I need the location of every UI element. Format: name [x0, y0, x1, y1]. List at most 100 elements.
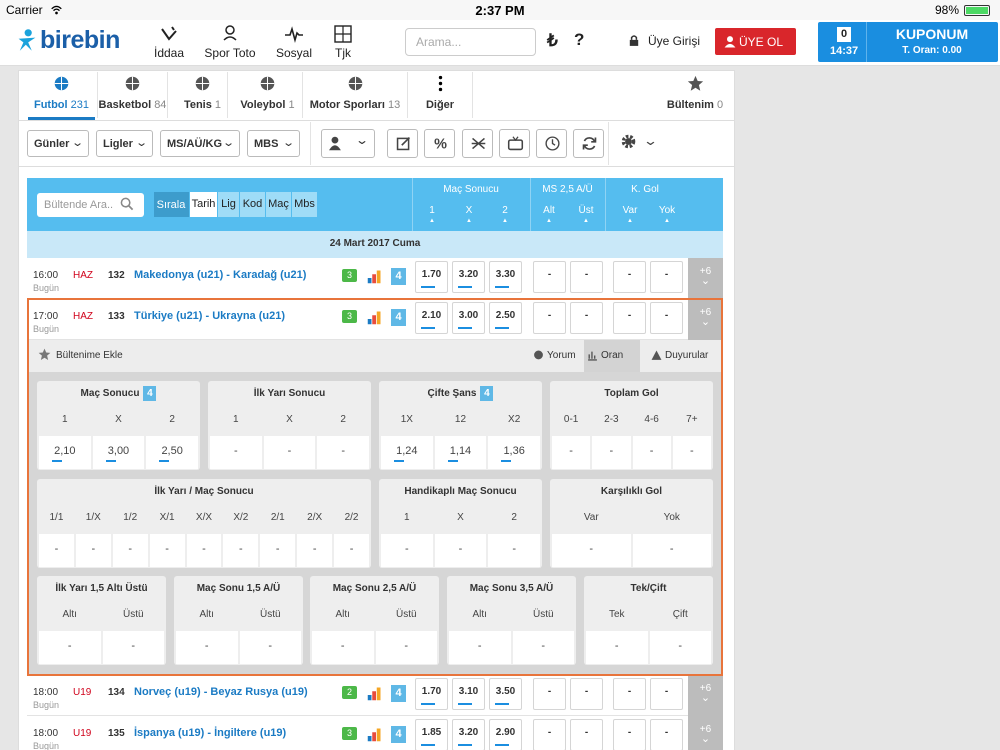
sport-icon[interactable]: [53, 75, 70, 92]
odd-button[interactable]: -: [650, 678, 683, 710]
bulletin-search[interactable]: Bültende Ara..: [37, 193, 144, 217]
market-odd[interactable]: -: [176, 631, 238, 664]
sport-tab[interactable]: Futbol 231: [7, 99, 117, 111]
sort-option[interactable]: Kod: [240, 192, 266, 217]
group-column[interactable]: 2: [502, 205, 508, 216]
match-name[interactable]: Türkiye (u21) - Ukrayna (u21): [134, 310, 285, 322]
filter-select[interactable]: MBS ⌄: [247, 130, 300, 157]
match-name[interactable]: Makedonya (u21) - Karadağ (u21): [134, 269, 307, 281]
market-odd[interactable]: 1,24: [381, 436, 433, 469]
odd-button[interactable]: 2.10: [415, 302, 448, 334]
group-column[interactable]: Var: [622, 205, 638, 216]
more-button[interactable]: +6 ⌄: [688, 258, 723, 299]
more-button[interactable]: +6 ⌄: [688, 716, 723, 750]
odd-button[interactable]: 3.20: [452, 261, 485, 293]
more-button[interactable]: +6 ⌄: [688, 675, 723, 716]
market-odd[interactable]: -: [381, 534, 433, 567]
odd-button[interactable]: 3.50: [489, 678, 522, 710]
filter-select[interactable]: Ligler ⌄: [96, 130, 153, 157]
nav-icon[interactable]: [284, 24, 304, 44]
market-odd[interactable]: -: [39, 631, 101, 664]
sport-icon[interactable]: [194, 75, 211, 92]
market-odd[interactable]: -: [239, 631, 301, 664]
market-odd[interactable]: -: [297, 534, 333, 567]
market-odd[interactable]: -: [75, 534, 111, 567]
market-odd[interactable]: -: [552, 534, 631, 567]
odd-button[interactable]: -: [613, 678, 646, 710]
sport-icon[interactable]: [687, 75, 704, 92]
toolbar-button[interactable]: %: [424, 129, 455, 158]
toolbar-button[interactable]: [499, 129, 530, 158]
currency[interactable]: ₺: [547, 31, 558, 50]
coupon[interactable]: 0 14:37 KUPONUM T. Oran: 0.00: [818, 22, 998, 62]
market-odd[interactable]: 1,36: [488, 436, 540, 469]
sport-tab[interactable]: Voleybol 1: [213, 99, 323, 111]
market-odd[interactable]: -: [223, 534, 259, 567]
nav-icon[interactable]: [333, 24, 353, 44]
odd-button[interactable]: -: [613, 719, 646, 750]
odd-button[interactable]: 1.70: [415, 261, 448, 293]
odd-button[interactable]: 2.50: [489, 302, 522, 334]
add-favorite[interactable]: Bültenime Ekle: [56, 350, 123, 361]
odd-button[interactable]: -: [570, 719, 603, 750]
filter-select[interactable]: MS/AÜ/KG ⌄: [160, 130, 240, 157]
filter-select[interactable]: Günler ⌄: [27, 130, 89, 157]
market-odd[interactable]: -: [149, 534, 185, 567]
market-odd[interactable]: -: [39, 534, 74, 567]
toolbar-button[interactable]: [387, 129, 418, 158]
market-odd[interactable]: -: [649, 631, 711, 664]
nav-item[interactable]: Tjk: [335, 46, 351, 60]
market-odd[interactable]: -: [632, 534, 711, 567]
market-odd[interactable]: -: [552, 436, 591, 469]
odd-button[interactable]: -: [613, 261, 646, 293]
market-odd[interactable]: -: [449, 631, 511, 664]
market-odd[interactable]: -: [112, 534, 148, 567]
sport-icon[interactable]: [259, 75, 276, 92]
market-odd[interactable]: -: [592, 436, 631, 469]
odd-button[interactable]: -: [613, 302, 646, 334]
market-odd[interactable]: 3,00: [92, 436, 145, 469]
comment-count[interactable]: 2: [342, 686, 357, 699]
market-odd[interactable]: -: [317, 436, 369, 469]
sport-icon[interactable]: [347, 75, 364, 92]
nav-item[interactable]: Sosyal: [275, 46, 313, 60]
odd-button[interactable]: -: [570, 302, 603, 334]
sport-icon[interactable]: [432, 75, 449, 92]
market-odd[interactable]: 1,14: [434, 436, 487, 469]
sport-tab[interactable]: Bültenim 0: [640, 99, 750, 111]
more-button[interactable]: +6 ⌄: [688, 299, 723, 340]
sort-option[interactable]: Tarih: [190, 192, 218, 217]
help[interactable]: ?: [574, 30, 585, 49]
detail-tab[interactable]: Yorum: [530, 340, 576, 372]
sport-icon[interactable]: [124, 75, 141, 92]
detail-tab[interactable]: Duyurular: [648, 340, 712, 372]
market-odd[interactable]: -: [102, 631, 164, 664]
sort-option[interactable]: Maç: [266, 192, 292, 217]
odd-button[interactable]: -: [533, 261, 566, 293]
market-odd[interactable]: -: [434, 534, 487, 567]
group-column[interactable]: 1: [429, 205, 435, 216]
comment-count[interactable]: 3: [342, 269, 357, 282]
odd-button[interactable]: 3.30: [489, 261, 522, 293]
star-icon[interactable]: [38, 348, 51, 361]
market-odd[interactable]: -: [186, 534, 222, 567]
odd-button[interactable]: -: [650, 302, 683, 334]
toolbar-button[interactable]: [573, 129, 604, 158]
market-odd[interactable]: -: [263, 436, 316, 469]
group-column[interactable]: Alt: [543, 205, 555, 216]
nav-icon[interactable]: [220, 24, 240, 44]
sort-option[interactable]: Lig: [218, 192, 240, 217]
register-button[interactable]: ÜYE OL: [715, 28, 796, 55]
match-name[interactable]: Norveç (u19) - Beyaz Rusya (u19): [134, 686, 308, 698]
nav-icon[interactable]: [159, 24, 179, 44]
market-odd[interactable]: -: [672, 436, 711, 469]
odd-button[interactable]: -: [650, 719, 683, 750]
detail-tab[interactable]: Oran: [584, 340, 640, 372]
odd-button[interactable]: -: [533, 719, 566, 750]
market-odd[interactable]: -: [334, 534, 369, 567]
sport-tab[interactable]: Tenis 1: [148, 99, 258, 111]
group-column[interactable]: Yok: [658, 205, 676, 216]
sort-option[interactable]: Mbs: [292, 192, 318, 217]
sport-tab[interactable]: Motor Sporları 13: [300, 99, 410, 111]
market-odd[interactable]: 2,50: [146, 436, 198, 469]
